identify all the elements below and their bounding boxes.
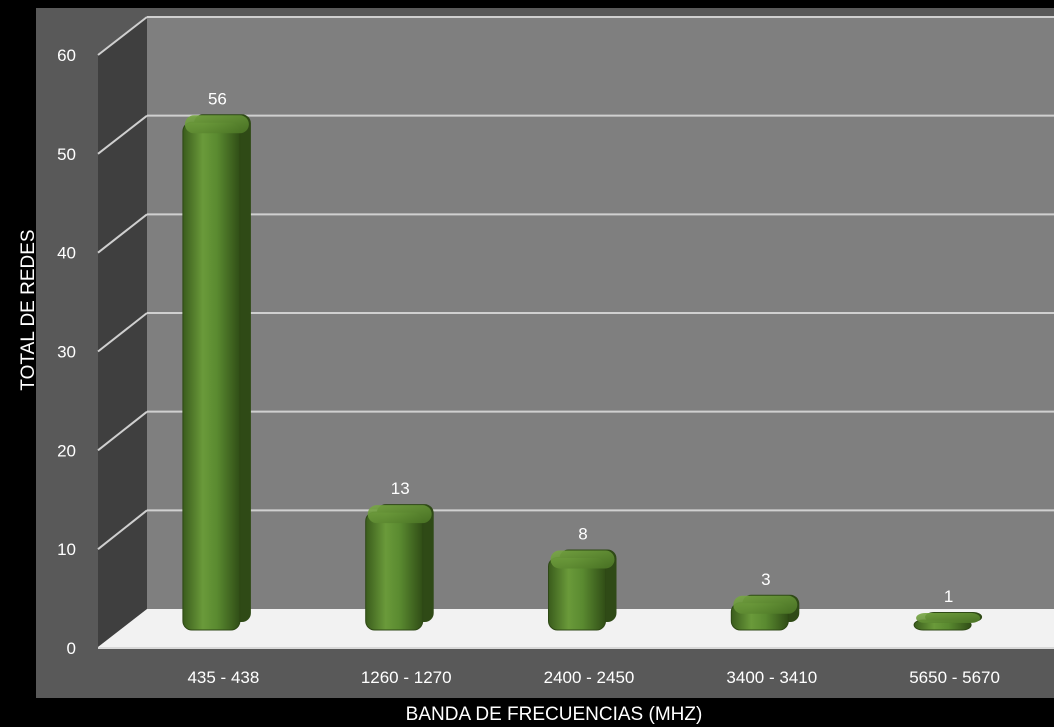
bar-body (365, 511, 424, 631)
gridline-side (97, 114, 148, 155)
y-tick-label: 60 (57, 46, 76, 65)
data-label: 8 (578, 524, 587, 543)
bars (182, 114, 983, 631)
y-tick-label: 10 (57, 540, 76, 559)
bar-cap (367, 505, 432, 524)
bar (548, 549, 617, 631)
data-label: 13 (391, 479, 410, 498)
y-axis-title: TOTAL DE REDES (18, 229, 39, 390)
y-tick-label: 20 (57, 441, 76, 460)
bar (913, 612, 983, 631)
x-tick-label: 1260 - 1270 (361, 668, 452, 687)
gridline-side (97, 16, 148, 56)
gridline-side (97, 312, 148, 353)
bar-body (182, 121, 241, 631)
y-axis-ticks: 0 10 20 30 40 50 60 (57, 46, 76, 658)
x-tick-label: 5650 - 5670 (909, 668, 1000, 687)
x-tick-label: 3400 - 3410 (726, 668, 817, 687)
y-tick-label: 0 (67, 639, 76, 658)
gridline-side (97, 410, 148, 452)
x-tick-label: 435 - 438 (187, 668, 259, 687)
gridline-side (97, 509, 148, 550)
data-label: 1 (944, 587, 953, 606)
data-label: 56 (208, 89, 227, 108)
data-label: 3 (761, 570, 770, 589)
bar (182, 114, 251, 631)
y-tick-label: 30 (57, 343, 76, 362)
y-tick-label: 50 (57, 145, 76, 164)
y-tick-label: 40 (57, 244, 76, 263)
x-axis-categories: 435 - 438 1260 - 1270 2400 - 2450 3400 - 34… (187, 668, 999, 687)
bar-cap (550, 550, 615, 569)
bar (730, 594, 800, 631)
x-axis-title: BANDA DE FRECUENCIAS (MHZ) (406, 704, 703, 725)
bar (365, 504, 434, 631)
data-labels: 56 13 8 3 1 (208, 89, 953, 606)
bar-cap (916, 613, 981, 623)
bar-cap (733, 595, 798, 614)
gridline-side (97, 213, 148, 254)
gridlines (97, 16, 1054, 550)
x-tick-label: 2400 - 2450 (544, 668, 635, 687)
bar-cap (184, 115, 249, 134)
